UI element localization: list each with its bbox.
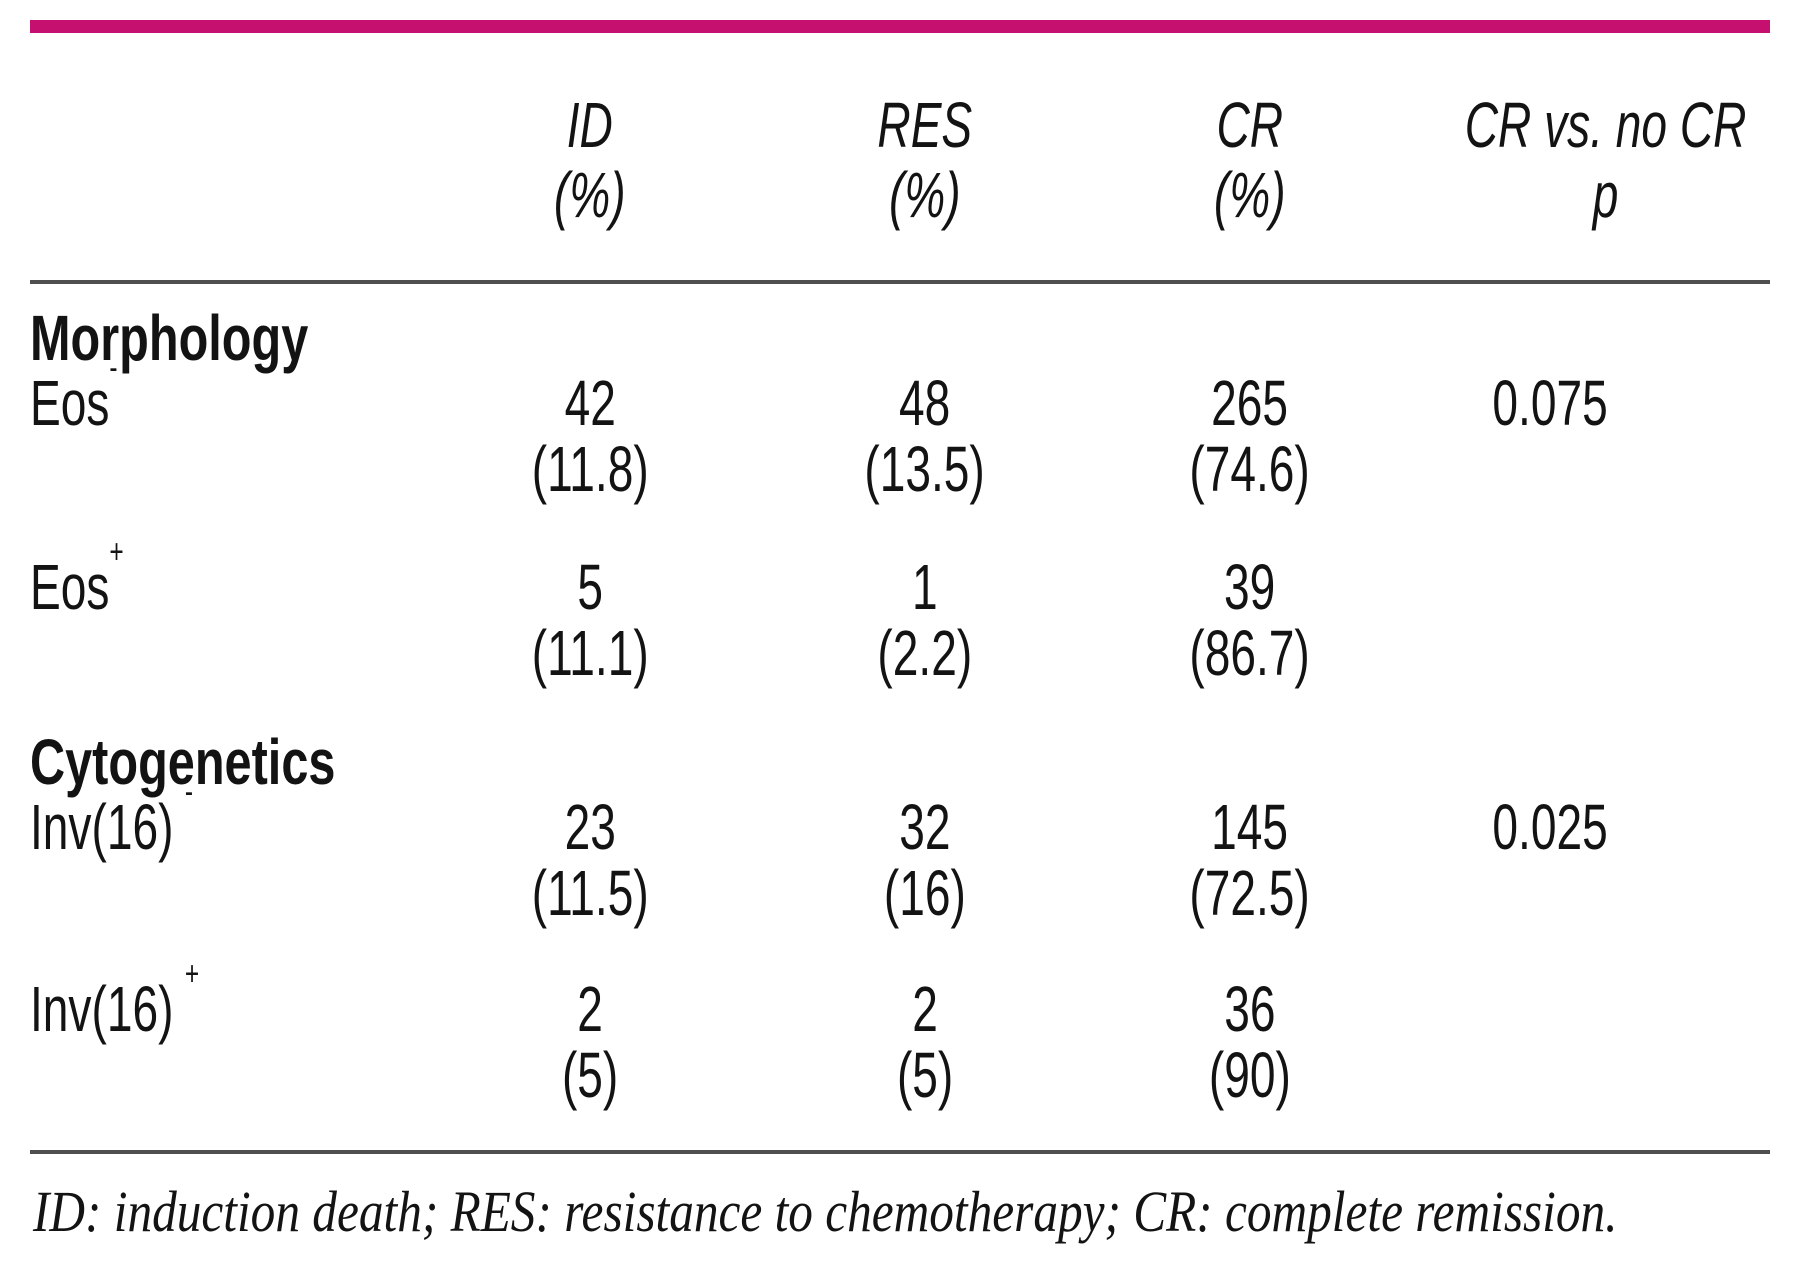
cell-value: 2 [912,973,938,1045]
row-label: Inv(16) [30,791,174,863]
cell-res: 48 (13.5) [760,370,1090,502]
row-label: Inv(16) [30,973,174,1045]
footnote-text: ID: induction death; RES: resistance to … [33,1179,1618,1244]
row-label: Eos [30,551,110,623]
cell-percent: (74.6) [1189,433,1311,505]
cell-percent: (5) [896,1039,954,1111]
cell-value: 145 [1211,791,1289,863]
cell-p-value [1410,502,1690,686]
header-cr-line1: CR [1216,89,1284,161]
cell-value: 265 [1211,367,1289,439]
spacer [1690,794,1770,926]
row-label-superscript: + [109,532,124,571]
cell-p-value: 0.075 [1410,370,1690,502]
header-id-line1: ID [566,89,614,161]
cell-p-value: 0.025 [1410,794,1690,926]
cell-value: 5 [577,551,603,623]
row-label-superscript: + [184,954,200,993]
cell-res: 1 (2.2) [760,502,1090,686]
cell-res: 2 (5) [760,926,1090,1154]
cell-value: 1 [912,551,938,623]
spacer [1690,502,1770,686]
section-row-cytogenetics: Cytogenetics [30,686,1770,794]
header-res-line2: (%) [889,159,961,231]
table-body: Morphology Eos- 42 (11.8) 48 (13.5) 265 (74… [30,282,1770,1154]
table-row: Eos+ 5 (11.1) 1 (2.2) 39 (86.7) [30,502,1770,686]
header-col-p: CR vs. no CR p [1410,33,1746,284]
header-col-res: RES (%) [760,33,1090,284]
row-label: Eos [30,367,110,439]
cell-id: 5 (11.1) [420,502,760,686]
spacer [1690,33,1770,284]
cell-percent: (86.7) [1189,617,1311,689]
header-cr-line2: (%) [1214,159,1286,231]
header-p-line1: CR vs. no CR [1464,89,1747,161]
section-title: Morphology [30,302,309,374]
results-table: ID (%) RES (%) CR (%) CR vs. no CR p Morphol… [30,33,1770,1154]
cell-percent: (72.5) [1189,857,1311,929]
row-label-cell: Inv(16) - [30,775,420,926]
spacer [1690,370,1770,502]
cell-value: 2 [577,973,603,1045]
row-label-superscript: - [184,772,194,811]
cell-cr: 145 (72.5) [1090,794,1410,926]
cell-value: 42 [564,367,616,439]
cell-percent: (5) [561,1039,619,1111]
cell-id: 23 (11.5) [420,794,760,926]
cell-percent: (11.1) [531,617,649,689]
row-label-cell: Eos- [30,351,420,502]
section-title: Cytogenetics [30,726,336,798]
cell-percent: (90) [1209,1039,1291,1111]
header-res-line1: RES [877,89,973,161]
row-label-cell: Inv(16) + [30,926,420,1154]
cell-cr: 39 (86.7) [1090,502,1410,686]
table-header: ID (%) RES (%) CR (%) CR vs. no CR p [30,33,1770,284]
header-p-line2: p [1592,159,1619,231]
header-empty [30,33,420,284]
cell-percent: (11.5) [531,857,649,929]
table-footnote: ID: induction death; RES: resistance to … [33,1180,1770,1244]
cell-percent: (11.8) [531,433,649,505]
cell-cr: 265 (74.6) [1090,370,1410,502]
header-col-id: ID (%) [420,33,760,284]
row-label-cell: Eos+ [30,502,420,686]
cell-res: 32 (16) [760,794,1090,926]
table-row: Eos- 42 (11.8) 48 (13.5) 265 (74.6) 0.075 [30,351,1770,502]
cell-p-value [1410,926,1690,1154]
cell-value: 32 [899,791,951,863]
cell-id: 2 (5) [420,926,760,1154]
cell-value: 23 [564,791,616,863]
header-id-line2: (%) [554,159,626,231]
cell-value: 36 [1224,973,1276,1045]
top-accent-bar [30,20,1770,33]
header-row: ID (%) RES (%) CR (%) CR vs. no CR p [30,33,1770,284]
table-row: Inv(16) + 2 (5) 2 (5) 36 (90) [30,926,1770,1154]
cell-cr: 36 (90) [1090,926,1410,1154]
cell-percent: (13.5) [864,433,986,505]
table-row: Inv(16) - 23 (11.5) 32 (16) 145 (72.5) 0.025 [30,775,1770,926]
cell-value: 48 [899,367,951,439]
spacer [1690,926,1770,1154]
cell-id: 42 (11.8) [420,370,760,502]
cell-percent: (16) [884,857,966,929]
cell-percent: (2.2) [877,617,973,689]
p-value: 0.075 [1492,367,1608,439]
row-label-superscript: - [109,348,118,387]
header-col-cr: CR (%) [1090,33,1410,284]
cell-value: 39 [1224,551,1276,623]
p-value: 0.025 [1492,791,1608,863]
section-row-morphology: Morphology [30,282,1770,370]
